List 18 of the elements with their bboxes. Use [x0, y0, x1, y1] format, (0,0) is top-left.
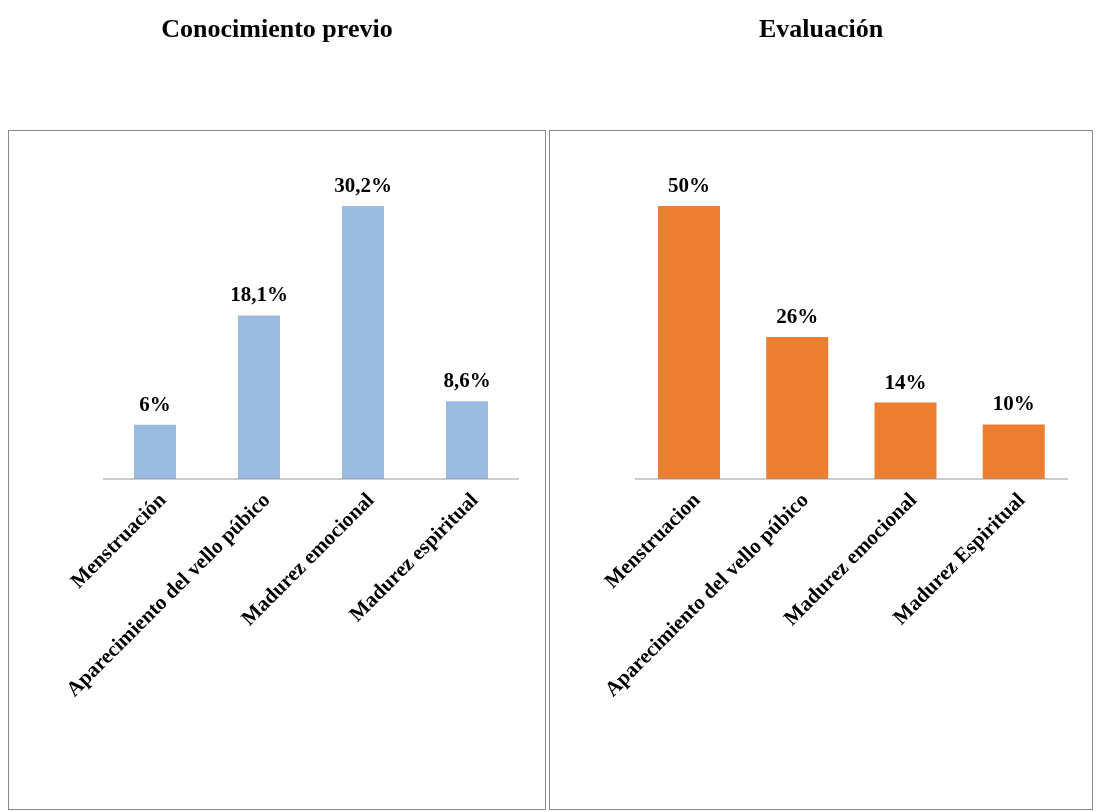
bar — [446, 401, 488, 479]
data-label: 18,1% — [230, 282, 288, 307]
bar — [658, 206, 720, 479]
data-label: 14% — [884, 369, 927, 394]
bar — [982, 424, 1045, 479]
bar — [238, 315, 280, 479]
data-label: 6% — [139, 391, 171, 416]
data-label: 8,6% — [443, 368, 491, 393]
data-label: 50% — [668, 173, 710, 197]
bar — [874, 402, 937, 479]
chart-title: Conocimiento previo — [160, 13, 394, 45]
chart-title: Evaluación — [757, 13, 885, 45]
bar — [134, 424, 176, 479]
data-label: 26% — [776, 304, 819, 329]
bar — [342, 206, 384, 479]
bar — [766, 337, 829, 479]
data-label: 30,2% — [334, 173, 392, 197]
data-label: 10% — [992, 391, 1035, 416]
